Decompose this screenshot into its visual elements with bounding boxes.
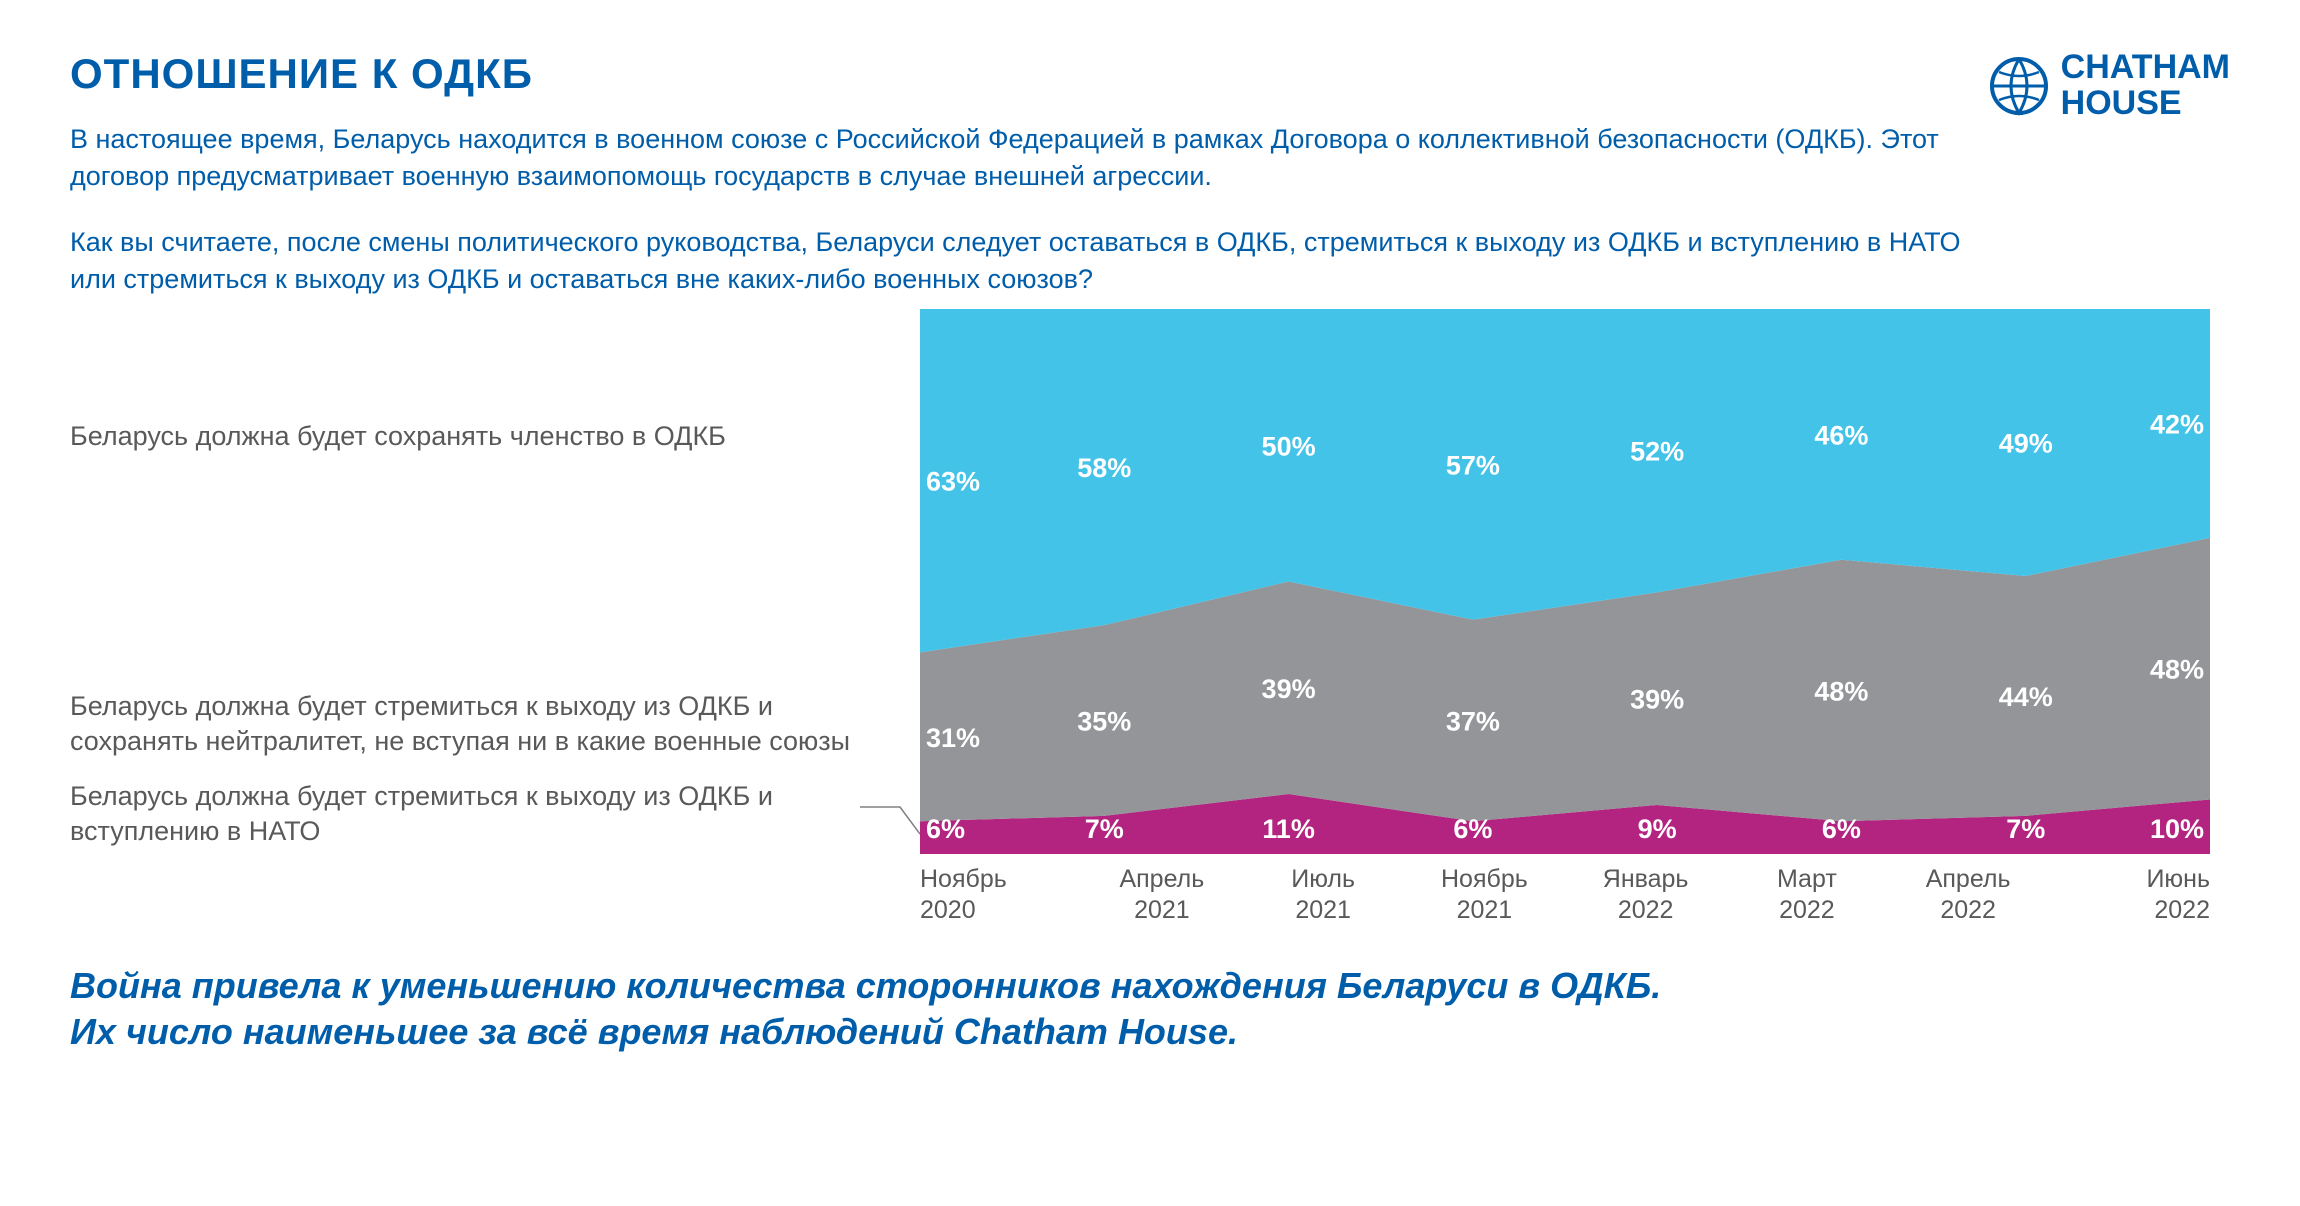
x-axis-label: Июнь2022 xyxy=(2049,864,2210,927)
x-axis-label: Январь2022 xyxy=(1565,864,1726,927)
chart-column: 6% 7% 11% 6% 9% 6% 7% 10% 31% 35% 39% 37% 39% 48% 44% 4… xyxy=(920,309,2230,927)
header-row: ОТНОШЕНИЕ К ОДКБ CHATHAM HOUSE xyxy=(70,50,2230,121)
value-label: 6% xyxy=(926,814,965,844)
title-block: ОТНОШЕНИЕ К ОДКБ xyxy=(70,50,533,110)
value-label: 31% xyxy=(926,723,980,753)
page-title: ОТНОШЕНИЕ К ОДКБ xyxy=(70,50,533,98)
value-label: 39% xyxy=(1262,674,1316,704)
value-label: 63% xyxy=(926,467,980,497)
value-label: 10% xyxy=(2150,814,2204,844)
question-text: Как вы считаете, после смены политическо… xyxy=(70,224,1970,297)
chart-row: Беларусь должна будет сохранять членство… xyxy=(70,309,2230,927)
value-label: 7% xyxy=(2006,814,2045,844)
brand-logo: CHATHAM HOUSE xyxy=(1989,50,2230,121)
value-label: 58% xyxy=(1077,453,1131,483)
value-label: 39% xyxy=(1630,685,1684,715)
legend-item-nato: Беларусь должна будет стремиться к выход… xyxy=(70,779,890,849)
value-label: 52% xyxy=(1630,437,1684,467)
value-label: 9% xyxy=(1638,814,1677,844)
x-axis-label: Ноябрь2021 xyxy=(1404,864,1565,927)
value-label: 37% xyxy=(1446,707,1500,737)
x-axis-label: Ноябрь2020 xyxy=(920,864,1081,927)
brand-line2: HOUSE xyxy=(2061,86,2230,122)
description-text: В настоящее время, Беларусь находится в … xyxy=(70,121,1970,194)
legend-column: Беларусь должна будет сохранять членство… xyxy=(70,309,890,854)
legend-item-stay: Беларусь должна будет сохранять членство… xyxy=(70,419,890,454)
brand-line1: CHATHAM xyxy=(2061,50,2230,86)
value-label: 46% xyxy=(1814,420,1868,450)
legend-item-neutral: Беларусь должна будет стремиться к выход… xyxy=(70,689,890,759)
value-label: 57% xyxy=(1446,450,1500,480)
value-label: 11% xyxy=(1262,814,1315,844)
stacked-area-chart: 6% 7% 11% 6% 9% 6% 7% 10% 31% 35% 39% 37% 39% 48% 44% 4… xyxy=(920,309,2210,854)
footer-line2: Их число наименьшее за всё время наблюде… xyxy=(70,1009,2230,1056)
footer-line1: Война привела к уменьшению количества ст… xyxy=(70,963,2230,1010)
value-label: 49% xyxy=(1999,429,2053,459)
globe-icon xyxy=(1989,56,2049,116)
value-label: 48% xyxy=(1814,677,1868,707)
x-axis-label: Апрель2021 xyxy=(1081,864,1242,927)
value-label: 42% xyxy=(2150,410,2204,440)
value-label: 50% xyxy=(1262,431,1316,461)
value-label: 48% xyxy=(2150,655,2204,685)
value-label: 6% xyxy=(1822,814,1861,844)
x-axis-label: Март2022 xyxy=(1726,864,1887,927)
value-label: 7% xyxy=(1085,814,1124,844)
value-label: 44% xyxy=(1999,682,2053,712)
x-axis-label: Июль2021 xyxy=(1243,864,1404,927)
brand-text: CHATHAM HOUSE xyxy=(2061,50,2230,121)
leader-line xyxy=(860,807,920,834)
x-axis-labels: Ноябрь2020Апрель2021Июль2021Ноябрь2021Ян… xyxy=(920,864,2210,927)
leader-line-svg xyxy=(860,309,920,854)
value-label: 35% xyxy=(1077,707,1131,737)
footer-summary: Война привела к уменьшению количества ст… xyxy=(70,963,2230,1057)
x-axis-label: Апрель2022 xyxy=(1888,864,2049,927)
value-label: 6% xyxy=(1453,814,1492,844)
